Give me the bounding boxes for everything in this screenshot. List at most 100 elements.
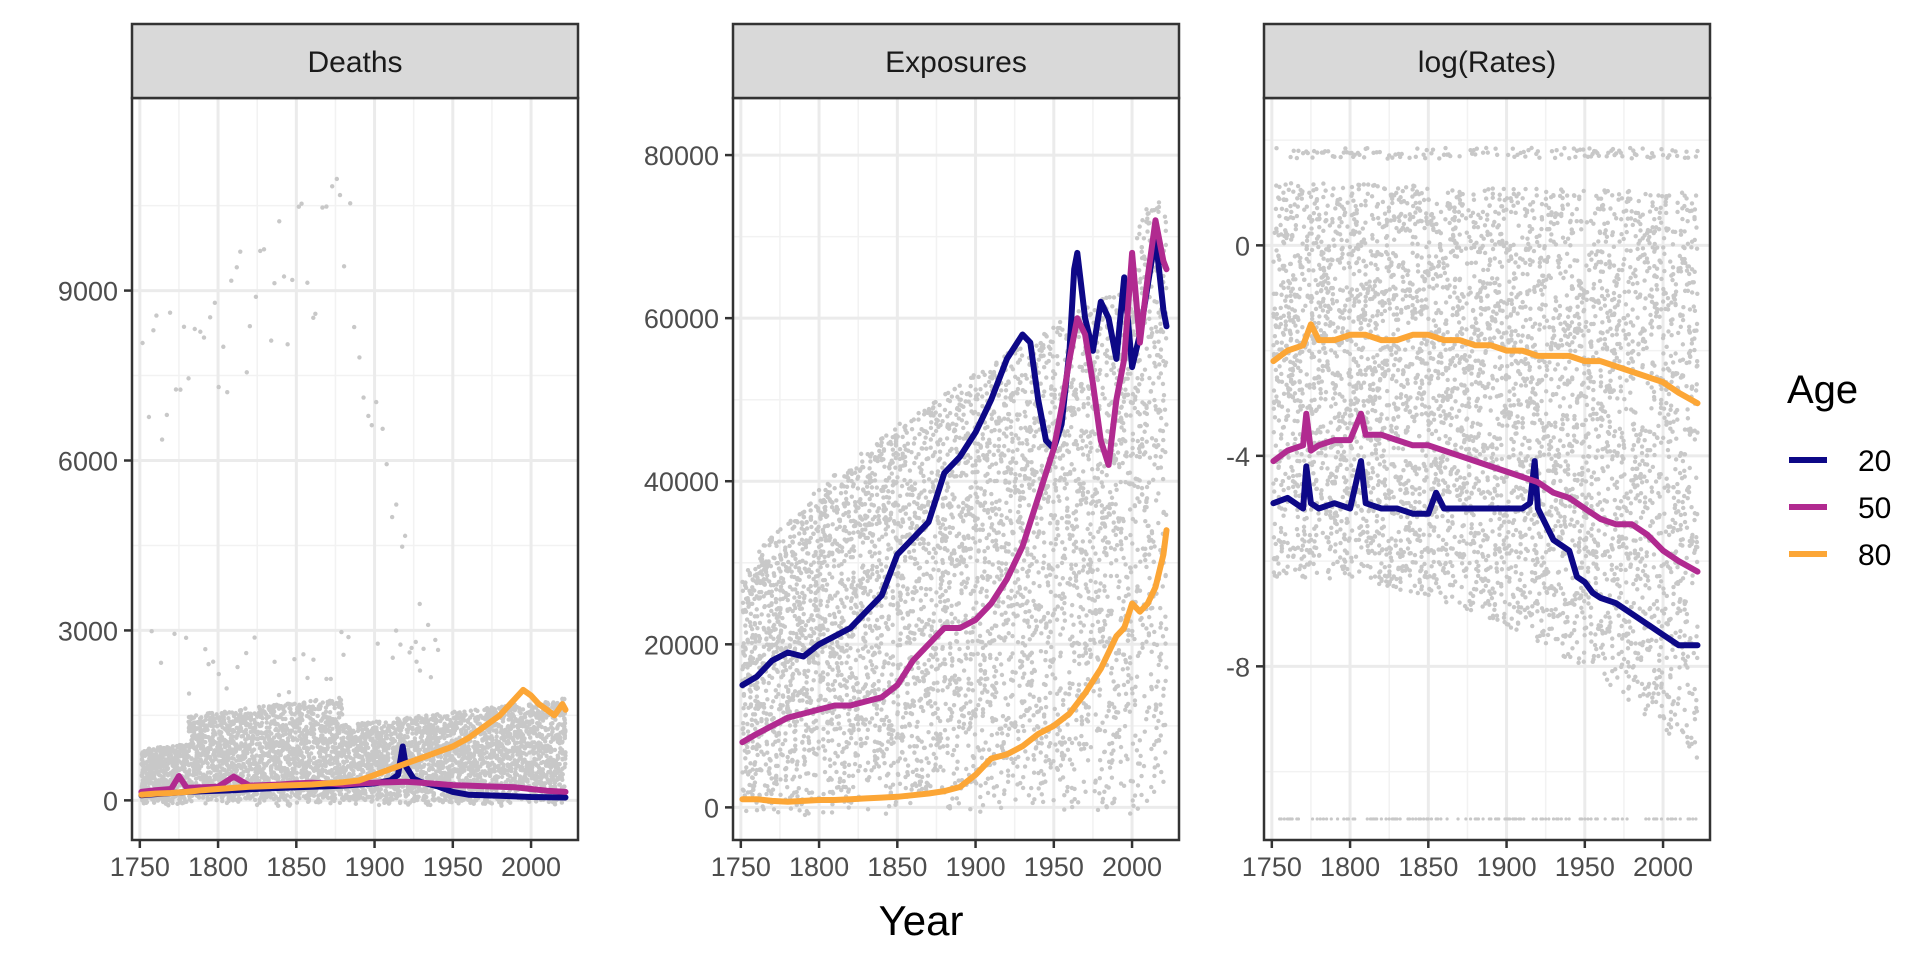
background-point (166, 803, 170, 807)
background-point (324, 204, 328, 208)
background-point (282, 710, 286, 714)
background-point (414, 640, 418, 644)
background-point (214, 798, 218, 802)
y-tick-label: 6000 (58, 447, 118, 477)
background-point (194, 713, 198, 717)
background-point (449, 800, 453, 804)
background-point (398, 733, 402, 737)
background-point (221, 345, 225, 349)
background-point (205, 761, 209, 765)
background-point (409, 646, 413, 650)
background-point (217, 672, 221, 676)
background-point (211, 660, 215, 664)
background-point (198, 716, 202, 720)
background-point (744, 630, 748, 634)
background-point (308, 699, 312, 703)
background-point (204, 718, 208, 722)
background-point (295, 800, 299, 804)
background-point (382, 756, 386, 760)
background-point (295, 776, 299, 780)
background-point (235, 265, 239, 269)
background-point (424, 795, 428, 799)
background-point (407, 650, 411, 654)
background-point (545, 701, 549, 705)
background-point (743, 713, 747, 717)
background-point (203, 740, 207, 744)
background-point (394, 502, 398, 506)
background-point (311, 316, 315, 320)
background-point (390, 515, 394, 519)
background-point (339, 630, 343, 634)
background-point (304, 725, 308, 729)
background-point (400, 784, 404, 788)
background-point (260, 721, 264, 725)
background-point (253, 726, 257, 730)
background-point (499, 725, 503, 729)
background-point (550, 721, 554, 725)
background-point (749, 704, 753, 708)
background-point (346, 635, 350, 639)
background-point (245, 751, 249, 755)
background-point (252, 635, 256, 639)
background-point (288, 795, 292, 799)
background-point (494, 730, 498, 734)
background-point (338, 193, 342, 197)
background-point (235, 665, 239, 669)
background-point (744, 809, 748, 813)
background-point (365, 745, 369, 749)
background-point (484, 750, 488, 754)
background-point (398, 642, 402, 646)
background-point (293, 702, 297, 706)
background-point (272, 281, 276, 285)
background-point (741, 721, 745, 725)
background-point (246, 773, 250, 777)
background-point (370, 423, 374, 427)
background-point (306, 740, 310, 744)
background-point (439, 755, 443, 759)
background-point (532, 746, 536, 750)
background-point (421, 764, 425, 768)
background-point (746, 750, 750, 754)
background-point (313, 312, 317, 316)
background-point (749, 612, 753, 616)
background-point (226, 716, 230, 720)
background-point (527, 799, 531, 803)
background-point (749, 689, 753, 693)
background-point (267, 715, 271, 719)
background-point (329, 677, 333, 681)
background-point (149, 629, 153, 633)
x-tick-label: 1950 (423, 852, 483, 882)
background-point (413, 785, 417, 789)
background-point (172, 632, 176, 636)
background-point (260, 745, 264, 749)
background-point (436, 648, 440, 652)
background-point (748, 620, 752, 624)
background-point (201, 761, 205, 765)
background-point (740, 727, 744, 731)
background-point (333, 706, 337, 710)
background-point (361, 395, 365, 399)
background-point (168, 310, 172, 314)
background-point (282, 274, 286, 278)
background-point (255, 792, 259, 796)
background-point (341, 653, 345, 657)
background-point (386, 746, 390, 750)
background-point (213, 732, 217, 736)
background-point (743, 702, 747, 706)
background-point (209, 771, 213, 775)
background-point (229, 278, 233, 282)
background-point (743, 756, 747, 760)
background-point (254, 295, 258, 299)
background-point (466, 726, 470, 730)
background-point (184, 759, 188, 763)
background-point (341, 736, 345, 740)
background-point (297, 703, 301, 707)
background-point (300, 717, 304, 721)
background-point (320, 205, 324, 209)
background-point (561, 772, 565, 776)
background-point (186, 376, 190, 380)
background-point (272, 660, 276, 664)
background-point (746, 638, 750, 642)
background-point (238, 249, 242, 253)
